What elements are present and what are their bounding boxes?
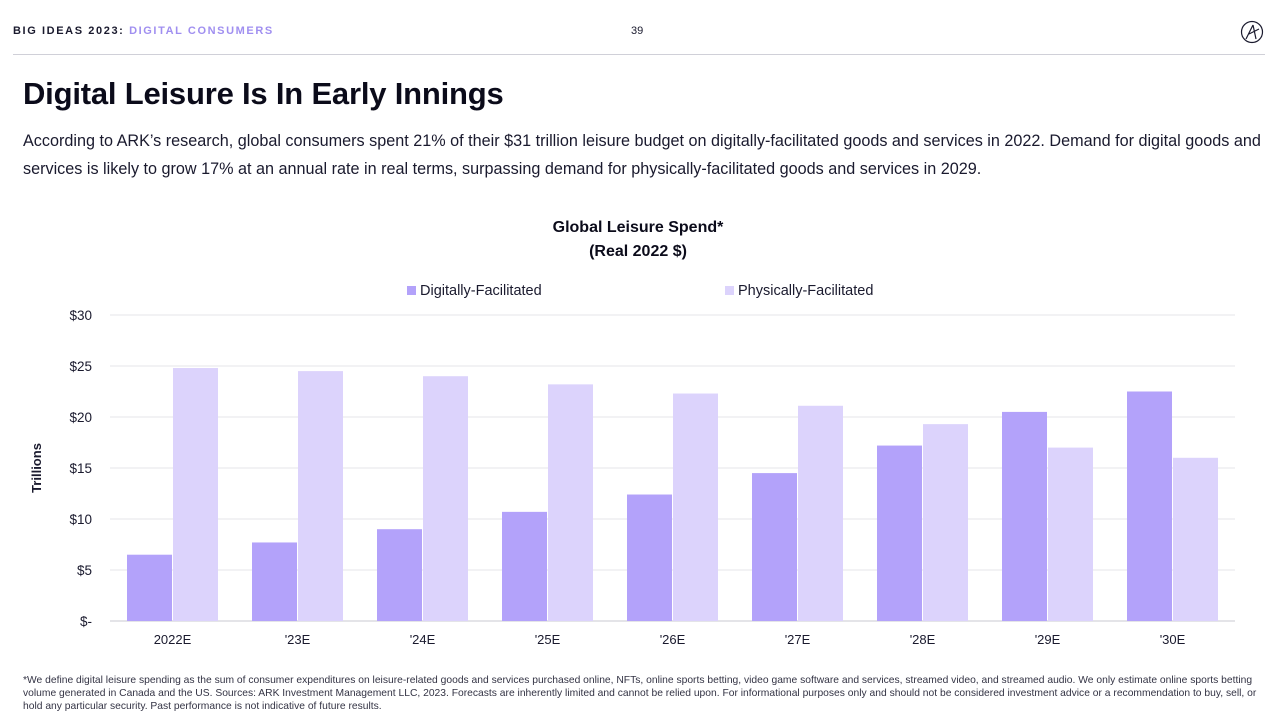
bar-digital [752,473,797,621]
y-tick-label: $20 [69,410,92,425]
x-tick-label: '23E [285,632,311,647]
bar-physical [923,424,968,621]
page-description: According to ARK’s research, global cons… [23,132,1261,178]
bar-physical [298,371,343,621]
bar-physical [673,393,718,621]
bar-digital [252,542,297,621]
y-tick-label: $25 [69,359,92,374]
bar-physical [173,368,218,621]
footnote: *We define digital leisure spending as t… [23,675,1257,712]
bar-physical [1173,457,1218,621]
x-tick-label: '28E [910,632,936,647]
page-number: 39 [631,25,644,37]
x-tick-label: '24E [410,632,436,647]
x-tick-label: '27E [785,632,811,647]
legend-swatch-digital [407,286,416,295]
brand-sub: DIGITAL CONSUMERS [129,25,274,37]
bar-digital [1127,391,1172,621]
brand-label: BIG IDEAS 2023: DIGITAL CONSUMERS [13,25,274,37]
chart-subtitle: (Real 2022 $) [589,243,687,260]
bar-digital [627,494,672,621]
bar-digital [127,554,172,621]
brand-main: BIG IDEAS 2023: [13,25,125,37]
bar-physical [548,384,593,621]
bar-physical [1048,447,1093,621]
x-tick-label: 2022E [154,632,192,647]
y-tick-label: $5 [77,563,92,578]
y-axis-label: Trillions [29,443,44,493]
y-tick-label: $15 [69,461,92,476]
y-tick-label: $30 [69,308,92,323]
legend-item-digital: Digitally-Facilitated [407,283,542,299]
bar-physical [423,376,468,621]
slide-header: BIG IDEAS 2023: DIGITAL CONSUMERS 39 [0,0,1280,56]
bar-digital [377,529,422,621]
legend-swatch-physical [725,286,734,295]
x-tick-label: '25E [535,632,561,647]
y-tick-label: $- [80,614,92,629]
legend-item-physical: Physically-Facilitated [725,283,873,299]
x-tick-label: '26E [660,632,686,647]
legend-label-digital: Digitally-Facilitated [420,283,542,299]
x-tick-label: '30E [1160,632,1186,647]
bar-digital [1002,411,1047,621]
chart-legend: Digitally-Facilitated Physically-Facilit… [0,283,1280,303]
bar-digital [502,511,547,621]
chart-title: Global Leisure Spend* [552,219,724,236]
bar-physical [798,405,843,621]
legend-label-physical: Physically-Facilitated [738,283,874,299]
page-title: Digital Leisure Is In Early Innings [23,76,504,111]
y-tick-label: $10 [69,512,92,527]
chart-title-block: Global Leisure Spend* (Real 2022 $) [0,216,1276,264]
header-divider [13,54,1265,55]
bar-digital [877,445,922,621]
bar-chart: $- $5 $10 $15 $20 $25 $30 Trillions 2022E '23E '24… [29,308,1235,647]
ark-logo-icon [1240,20,1264,44]
x-tick-label: '29E [1035,632,1061,647]
